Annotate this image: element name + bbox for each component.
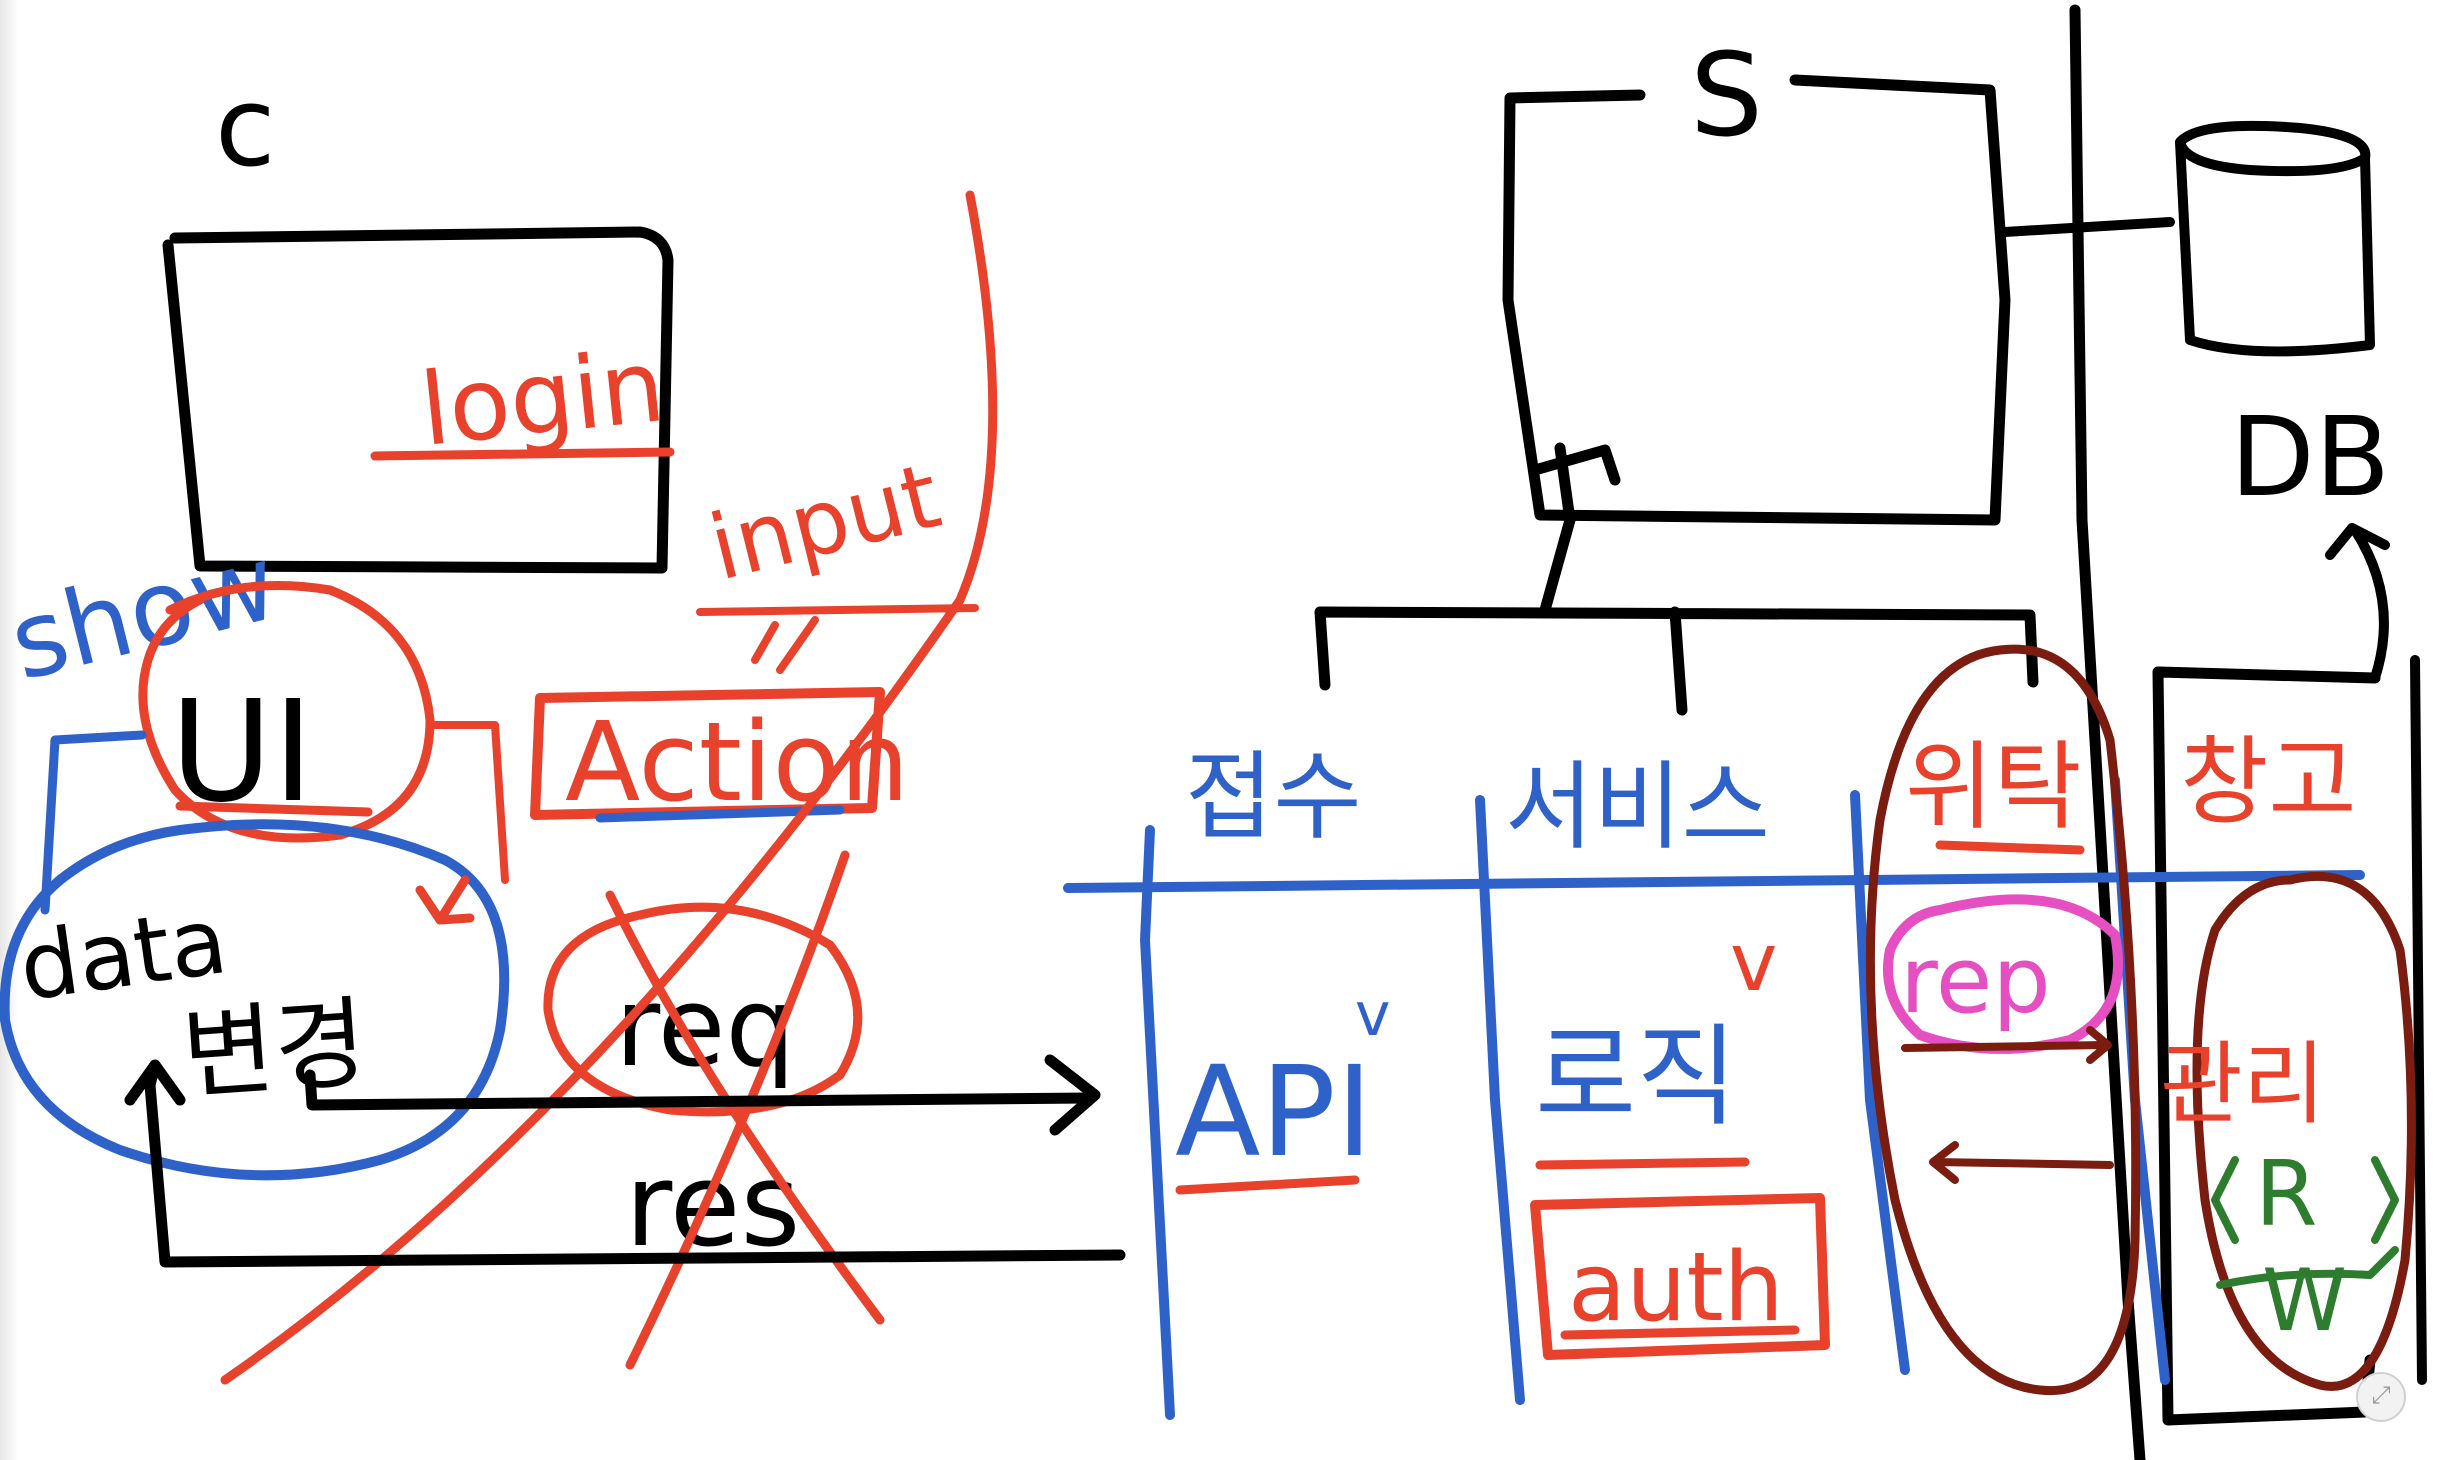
auth-label: auth bbox=[1568, 1233, 1784, 1343]
layer-service: 서비스 bbox=[1505, 751, 1770, 863]
manage-maroon-ellipse bbox=[2192, 871, 2416, 1391]
api-label: API bbox=[1175, 1040, 1373, 1185]
req-cross-out-long bbox=[220, 190, 998, 1385]
manage-label: 관리 bbox=[2160, 1032, 2326, 1137]
layers-header-line bbox=[1063, 870, 2365, 893]
ui-underline bbox=[175, 801, 373, 817]
server-to-db-connector bbox=[2000, 217, 2175, 237]
column-divider-1 bbox=[1140, 825, 1175, 1420]
server-label: S bbox=[1690, 29, 1763, 163]
warehouse-to-db-arrow bbox=[2325, 523, 2390, 683]
login-underline bbox=[370, 447, 675, 461]
req-arrow-to-server bbox=[304, 1054, 1101, 1136]
logic-underline bbox=[1535, 1157, 1750, 1170]
logic-label: 로직 bbox=[1535, 1013, 1737, 1141]
warehouse-right-wall bbox=[2410, 655, 2427, 1385]
logic-check-mark: v bbox=[1730, 916, 1777, 1009]
write-label: W bbox=[2262, 1251, 2347, 1351]
show-to-data-bracket bbox=[40, 730, 147, 915]
canvas-left-edge bbox=[0, 0, 18, 1460]
layer-warehouse: 창고 bbox=[2180, 726, 2357, 838]
layer-reception: 접수 bbox=[1185, 741, 1362, 853]
data-blue-ellipse bbox=[0, 819, 510, 1181]
db-cylinder bbox=[2175, 120, 2375, 357]
input-pointer-strokes bbox=[751, 616, 819, 674]
client-screen-box bbox=[162, 226, 674, 574]
api-check-mark: v bbox=[1355, 980, 1391, 1050]
res-loop-back bbox=[124, 1059, 1126, 1268]
rw-brackets bbox=[2211, 1156, 2399, 1289]
login-label: login bbox=[415, 327, 670, 469]
rep-to-warehouse-arrow bbox=[1901, 1026, 2112, 1064]
server-box bbox=[1502, 74, 2011, 526]
consign-underline bbox=[1935, 840, 2085, 855]
db-label: DB bbox=[2230, 393, 2390, 521]
server-section: S DB 접수 서비스 위탁 창고 API v 로직 bbox=[1063, 4, 2427, 1460]
change-label: 변경 bbox=[179, 984, 371, 1114]
column-divider-2 bbox=[1475, 795, 1525, 1405]
input-label: input bbox=[700, 443, 950, 601]
layer-consign: 위탁 bbox=[1905, 731, 2082, 843]
auth-box bbox=[1530, 1193, 1830, 1360]
client-section: c login show UI input Action data 변경 req… bbox=[0, 63, 1126, 1385]
column-divider-3 bbox=[1850, 790, 1910, 1375]
action-label: Action bbox=[565, 698, 910, 826]
ui-to-action-connector bbox=[426, 721, 509, 884]
expand-corner-icon[interactable]: ⤢ bbox=[2356, 1372, 2406, 1422]
auth-underline bbox=[1560, 1325, 1800, 1340]
data-feedback-arrow bbox=[415, 875, 475, 925]
input-underline bbox=[696, 604, 979, 616]
consign-maroon-ellipse bbox=[1865, 644, 2141, 1396]
action-box bbox=[530, 687, 885, 820]
client-server-divider bbox=[2069, 4, 2146, 1460]
client-label: c bbox=[215, 63, 275, 191]
read-label: R bbox=[2255, 1142, 2318, 1247]
warehouse-to-rep-arrow bbox=[1929, 1141, 2114, 1184]
api-underline bbox=[1175, 1175, 1360, 1195]
layers-tree-connector bbox=[1314, 442, 2039, 716]
rep-label: rep bbox=[1900, 927, 2051, 1034]
